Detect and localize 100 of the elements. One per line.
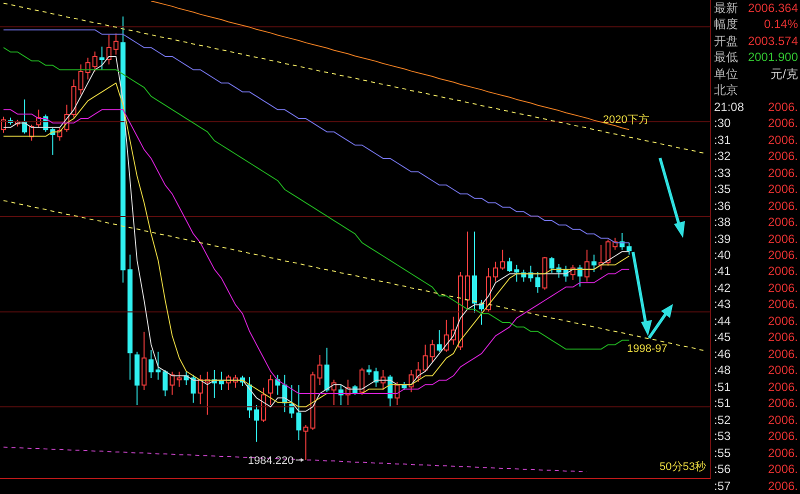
text: 2006. bbox=[768, 363, 798, 378]
category-label: :36 bbox=[714, 198, 731, 214]
text: 2006. bbox=[768, 182, 798, 196]
category-label: :32 bbox=[714, 148, 731, 165]
category-label: 开盘 bbox=[714, 32, 738, 50]
text: 2006. bbox=[768, 380, 798, 394]
category-label: :35 bbox=[714, 181, 731, 198]
text: 2006. bbox=[768, 116, 798, 130]
candlestick bbox=[366, 364, 372, 376]
category-label: :41 bbox=[714, 263, 731, 280]
category-label: :30 bbox=[714, 115, 731, 132]
candlestick bbox=[514, 264, 520, 282]
category-label: 最新 bbox=[714, 0, 738, 16]
category-label: :57 bbox=[714, 478, 731, 494]
category-label: :43 bbox=[714, 296, 731, 313]
text: 2006. bbox=[768, 215, 798, 230]
text: 2006. bbox=[768, 149, 798, 164]
candlestick bbox=[85, 57, 90, 80]
candlestick bbox=[380, 369, 386, 390]
candlestick bbox=[78, 64, 84, 96]
category-label: 最低 bbox=[714, 49, 738, 66]
candlestick bbox=[99, 46, 104, 70]
candlestick bbox=[254, 404, 260, 442]
candlestick bbox=[268, 374, 274, 406]
candlestick bbox=[408, 369, 414, 393]
candlestick bbox=[156, 351, 161, 380]
annotation: 1998-97 bbox=[626, 343, 668, 355]
candlestick bbox=[584, 249, 590, 282]
candlestick bbox=[170, 371, 175, 396]
candlestick bbox=[394, 381, 400, 406]
candlestick bbox=[374, 367, 379, 388]
candlestick bbox=[360, 367, 365, 396]
text: 2001.900 bbox=[748, 50, 798, 64]
candlestick bbox=[176, 371, 182, 388]
candlestick bbox=[464, 231, 470, 310]
text: 2006. bbox=[768, 280, 798, 295]
text: 2006. bbox=[768, 166, 798, 180]
category-label: :51 bbox=[714, 378, 731, 396]
text: 2006. bbox=[768, 330, 798, 344]
text: 2006. bbox=[768, 429, 798, 444]
text: 50分53秒 bbox=[660, 461, 706, 473]
candlestick bbox=[317, 354, 322, 386]
category-label: 21:08 bbox=[714, 98, 744, 116]
candlestick bbox=[436, 330, 442, 352]
text: 2003.574 bbox=[748, 34, 798, 48]
text: 2006. bbox=[768, 346, 798, 361]
text: 2006. bbox=[768, 462, 798, 476]
category-label: :38 bbox=[714, 214, 731, 231]
text: 2006. bbox=[768, 412, 798, 427]
candlestick bbox=[535, 271, 540, 294]
text: 2006. bbox=[768, 297, 798, 312]
text: 2006. bbox=[768, 248, 798, 262]
text: 2006. bbox=[768, 198, 798, 213]
category-label: :42 bbox=[714, 280, 731, 296]
category-label: :40 bbox=[714, 247, 731, 264]
category-label: :53 bbox=[714, 428, 731, 445]
text: 元/克 bbox=[770, 66, 798, 81]
text: 2006. bbox=[768, 232, 798, 246]
candlestick bbox=[113, 32, 118, 56]
category-label: :39 bbox=[714, 230, 731, 247]
candlestick bbox=[422, 344, 428, 372]
candlestick bbox=[606, 239, 611, 266]
category-label: 单位 bbox=[714, 66, 738, 82]
category-label: :45 bbox=[714, 329, 731, 346]
category-label: :33 bbox=[714, 164, 731, 182]
candlestick bbox=[430, 339, 435, 363]
candlestick bbox=[500, 249, 506, 270]
category-label: :56 bbox=[714, 461, 731, 478]
category-label: :51 bbox=[714, 395, 731, 412]
text: 2006. bbox=[768, 100, 798, 114]
candlestick bbox=[577, 264, 582, 288]
candlestick bbox=[162, 369, 168, 397]
candlestick bbox=[92, 51, 98, 72]
candlestick bbox=[549, 256, 554, 274]
text: 2006. bbox=[768, 314, 798, 328]
candlestick bbox=[507, 257, 512, 272]
candlestick bbox=[626, 242, 632, 256]
category-label: :48 bbox=[714, 362, 731, 379]
candlestick bbox=[591, 254, 596, 272]
candlestick bbox=[296, 384, 302, 441]
candlestick bbox=[190, 374, 196, 404]
candlestick bbox=[218, 371, 224, 390]
annotation: 1984.220 bbox=[248, 455, 294, 468]
candlestick bbox=[106, 34, 112, 65]
text: 2006. bbox=[768, 132, 798, 147]
category-label: :52 bbox=[714, 412, 731, 428]
annotation: 2020下方 bbox=[602, 113, 650, 126]
category-label: :44 bbox=[714, 312, 731, 330]
category-label: :31 bbox=[714, 132, 731, 148]
text: 2006. bbox=[768, 264, 798, 278]
text: 2006. bbox=[768, 446, 798, 460]
text: 2006.364 bbox=[748, 1, 798, 15]
text: 2006. bbox=[768, 396, 798, 410]
candlestick bbox=[444, 319, 449, 352]
category-label: 幅度 bbox=[714, 16, 738, 33]
candlestick bbox=[493, 261, 498, 282]
candlestick bbox=[148, 350, 154, 378]
category-label: :55 bbox=[714, 444, 731, 462]
text: 0.14% bbox=[764, 17, 798, 32]
category-label: 北京 bbox=[714, 82, 738, 99]
